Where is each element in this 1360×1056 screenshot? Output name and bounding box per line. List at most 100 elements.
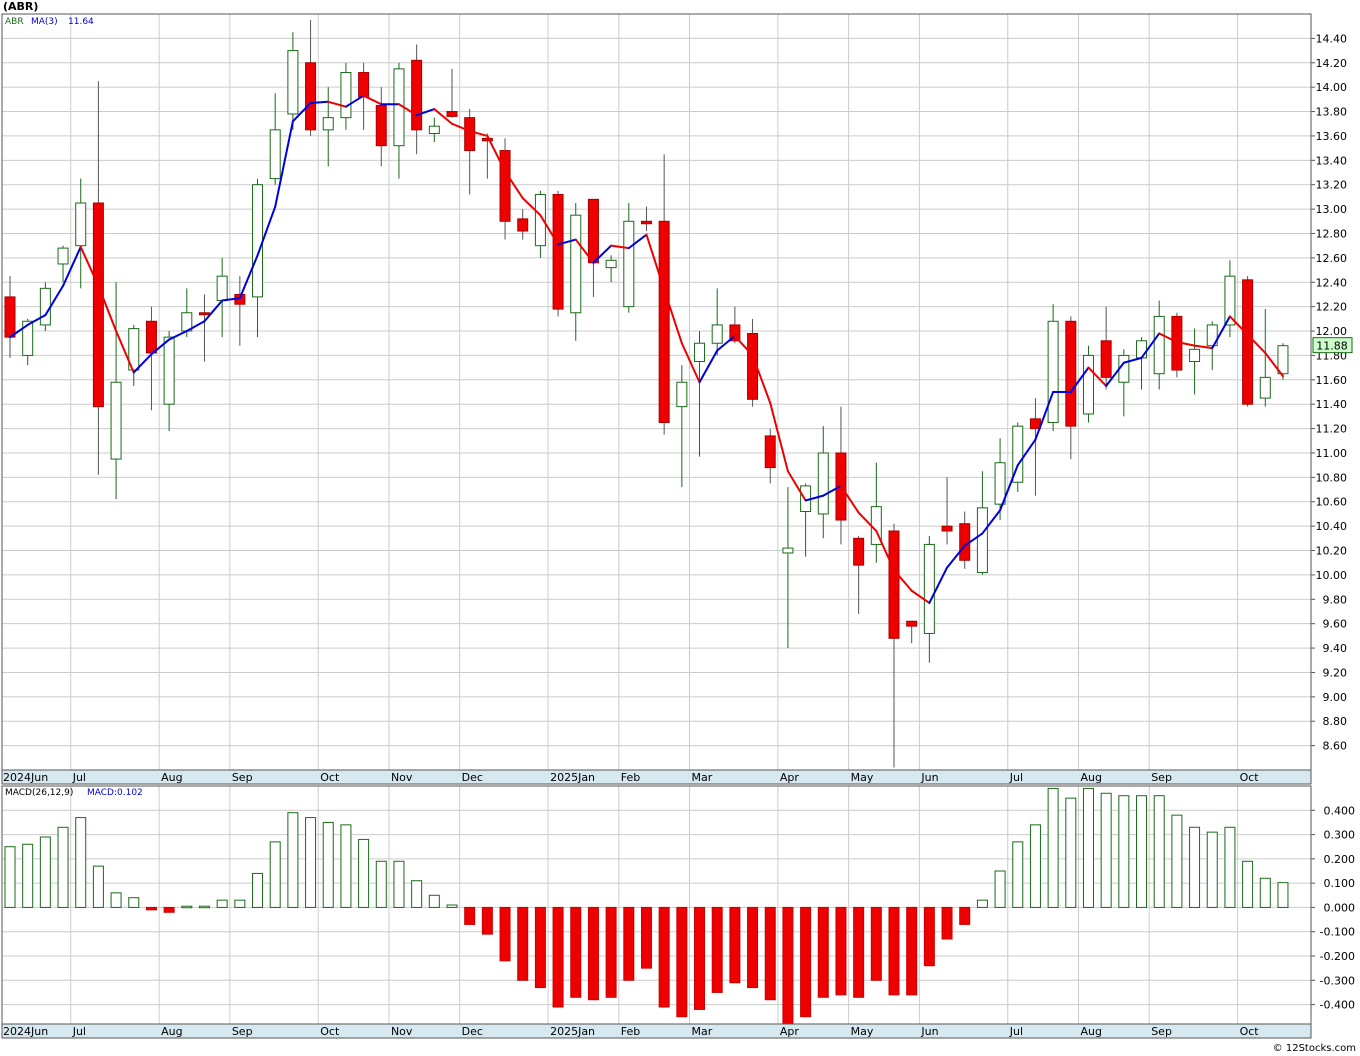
macd-x-tick-label: Jul <box>1009 1025 1023 1038</box>
candle <box>1082 345 1094 423</box>
macd-bar-positive <box>57 826 69 908</box>
moving-average-series <box>9 94 1284 604</box>
macd-bar-negative <box>782 906 794 1030</box>
candle <box>782 487 794 649</box>
candle-body-up <box>269 129 281 180</box>
macd-y-tick-label: -0.400 <box>1320 999 1355 1012</box>
candle <box>269 93 281 185</box>
ma-segment <box>433 108 453 125</box>
candlestick-series <box>4 20 1289 768</box>
macd-x-tick-label: May <box>851 1025 874 1038</box>
macd-bar-negative <box>676 906 688 1018</box>
candle <box>1047 304 1059 432</box>
ma-segment <box>1069 366 1090 393</box>
macd-bar-positive <box>1029 824 1041 908</box>
macd-bar-positive <box>1153 795 1165 908</box>
price-y-tick-label: 10.40 <box>1316 520 1348 533</box>
ma-segment <box>875 530 895 572</box>
candle-body-up <box>163 336 175 405</box>
candle <box>1118 349 1130 417</box>
candle <box>1171 312 1183 378</box>
candle-body-down <box>305 62 317 131</box>
price-y-tick-label: 13.80 <box>1316 106 1348 119</box>
ma-segment <box>9 323 29 339</box>
candle <box>658 154 670 435</box>
macd-x-tick-label: Jul <box>72 1025 86 1038</box>
ma-segment <box>804 494 825 502</box>
ma-segment <box>645 233 666 291</box>
ma-segment <box>486 134 507 173</box>
candle <box>75 178 87 289</box>
macd-bar-negative <box>941 906 953 940</box>
candle-body-down <box>888 530 900 639</box>
price-y-tick-label: 9.00 <box>1323 691 1348 704</box>
price-y-tick-label: 12.40 <box>1316 276 1348 289</box>
ma-segment <box>185 320 206 333</box>
macd-x-tick-label: Feb <box>621 1025 640 1038</box>
candle <box>340 62 352 130</box>
ma-segment <box>698 349 719 384</box>
price-x-tick-label: Jul <box>72 771 86 784</box>
candle-body-up <box>676 381 688 408</box>
candle-body-down <box>358 72 370 98</box>
price-y-tick-label: 13.40 <box>1316 154 1348 167</box>
macd-bar-positive <box>1012 841 1024 908</box>
price-x-tick-label: Oct <box>320 771 340 784</box>
macd-bar-negative <box>729 906 741 984</box>
candle <box>92 81 104 475</box>
macd-x-tick-label: Mar <box>692 1025 713 1038</box>
price-y-tick-label: 12.60 <box>1316 252 1348 265</box>
ma-segment <box>1246 333 1267 354</box>
macd-bar-negative <box>906 906 918 996</box>
candle <box>959 511 971 569</box>
legend-symbol: ABR <box>5 17 24 27</box>
ma-segment <box>733 334 754 357</box>
ma-segment <box>168 330 188 341</box>
candle-body-down <box>517 218 529 232</box>
candle-body-down <box>959 523 971 561</box>
macd-bar-negative <box>570 906 582 998</box>
macd-x-tick-label: 2025Jan <box>550 1025 595 1038</box>
price-x-tick-label: Nov <box>391 771 413 784</box>
ma-segment <box>97 284 118 333</box>
macd-bar-positive <box>1100 792 1112 908</box>
price-y-tick-label: 13.00 <box>1316 203 1348 216</box>
candle <box>305 20 317 136</box>
candle <box>216 257 228 338</box>
candle <box>110 282 122 500</box>
macd-bar-positive <box>39 836 51 908</box>
candle <box>623 203 635 313</box>
candle-body-up <box>994 462 1006 505</box>
candle-body-up <box>428 125 440 134</box>
ma-segment <box>1087 366 1108 387</box>
macd-y-axis: -0.400 -0.300 -0.200 -0.100 0.000 0.100 0.200 0… <box>1311 804 1355 1012</box>
price-x-tick-label: 2025Jan <box>550 771 595 784</box>
ma-segment <box>928 566 949 604</box>
candle <box>1259 309 1271 407</box>
macd-bar-negative <box>888 906 900 996</box>
price-y-tick-label: 9.60 <box>1323 618 1348 631</box>
ma-segment <box>221 297 241 302</box>
candle-body-down <box>658 220 670 423</box>
macd-y-tick-label: -0.300 <box>1320 974 1355 987</box>
candle-body-down <box>906 620 918 627</box>
macd-bar-positive <box>428 894 440 908</box>
price-y-axis: 8.60 8.80 9.00 9.20 9.40 9.60 9.80 10.00 10.20 10… <box>1311 32 1348 753</box>
macd-value-label: MACD:0.102 <box>87 788 143 798</box>
price-y-tick-label: 11.20 <box>1316 423 1348 436</box>
candle <box>941 477 953 545</box>
candle-body-down <box>499 150 511 222</box>
ma-segment <box>1016 438 1037 467</box>
ma-segment <box>1175 341 1196 347</box>
macd-x-band <box>1 1023 1312 1039</box>
candle-body-up <box>711 324 723 344</box>
price-x-axis-band: 2024Jun Jul Aug Sep Oct Nov Dec 2025Jan Feb Mar Ap… <box>1 769 1312 785</box>
candle <box>976 471 988 575</box>
candle-body-up <box>605 259 617 269</box>
ma-segment <box>751 354 772 404</box>
macd-x-tick-label: Oct <box>320 1025 340 1038</box>
candle <box>375 87 387 167</box>
candle <box>1100 306 1112 390</box>
ma-segment <box>574 238 595 264</box>
